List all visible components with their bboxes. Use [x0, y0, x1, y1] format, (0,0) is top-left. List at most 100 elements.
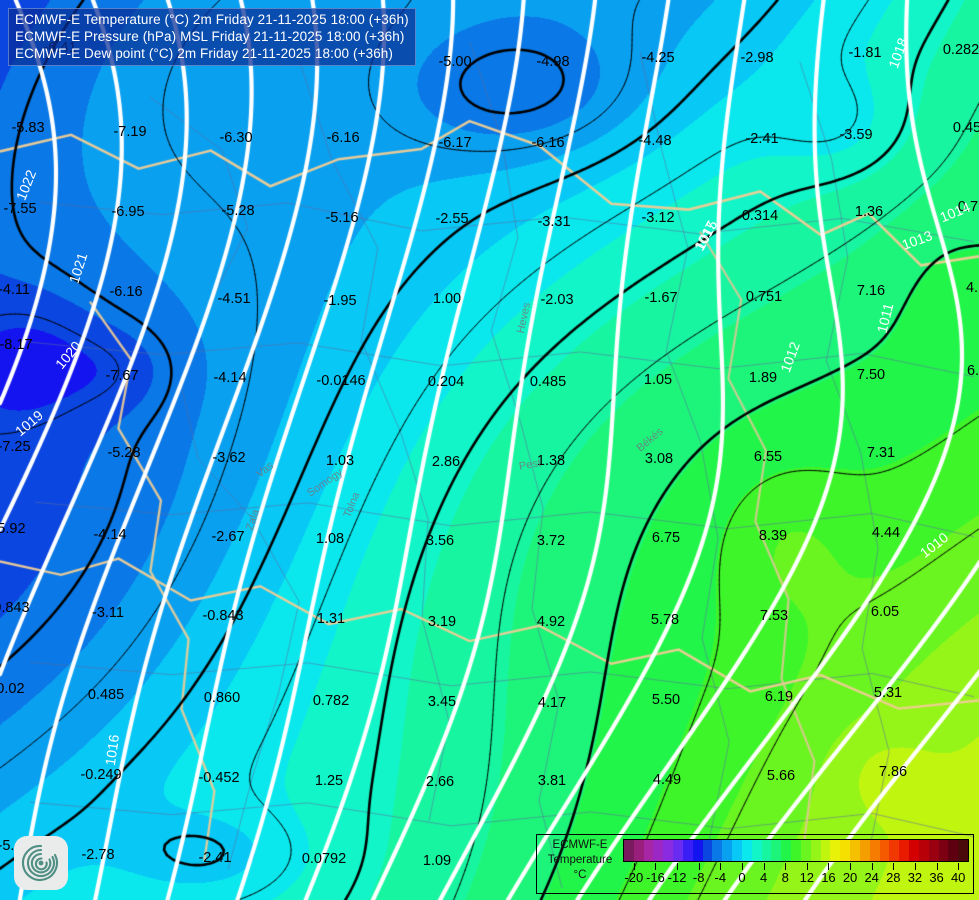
dewpoint-value-label: -3.62: [212, 450, 246, 466]
colorbar-tick-label--4: -4: [714, 870, 727, 885]
title-line-temperature: ECMWF-E Temperature (°C) 2m Friday 21-11…: [15, 12, 409, 27]
colorbar-swatch-24: [859, 840, 870, 861]
colorbar-swatch-29: [909, 840, 919, 861]
dewpoint-value-label: -6.30: [219, 130, 253, 146]
dewpoint-value-label: -2.41: [745, 131, 779, 147]
colorbar-swatch-20: [820, 840, 831, 861]
dewpoint-value-label: 0.7: [957, 199, 979, 215]
dewpoint-value-label: 0.204: [427, 374, 465, 390]
colorbar-swatch-28: [899, 840, 910, 861]
dewpoint-value-label: 0.485: [529, 374, 567, 390]
colorbar-swatch-22: [840, 840, 851, 861]
dewpoint-value-label: -4.51: [217, 291, 251, 307]
dewpoint-value-label: 0.485: [87, 687, 125, 703]
colorbar-swatch-33: [948, 840, 959, 861]
temperature-legend[interactable]: ECMWF-E Temperature °C -20 -16 -12 -8 -4 0 4 8 1…: [536, 834, 974, 894]
dewpoint-value-label: -5.00: [438, 54, 472, 70]
dewpoint-value-label: -5.28: [107, 445, 141, 461]
dewpoint-value-label: 0.860: [203, 690, 241, 706]
cyclone-logo-center: [38, 860, 44, 866]
dewpoint-value-label: -1.95: [323, 293, 357, 309]
dewpoint-value-label: 1.09: [422, 853, 452, 869]
dewpoint-value-label: 1.31: [316, 611, 346, 627]
dewpoint-value-label: 5.78: [650, 612, 680, 628]
dewpoint-value-label: -4.48: [638, 133, 672, 149]
colorbar-tick-label-32: 32: [907, 870, 923, 885]
dewpoint-value-label: 3.56: [425, 533, 455, 549]
dewpoint-value-label: 6.55: [753, 449, 783, 465]
colorbar-tick-label-12: 12: [799, 870, 815, 885]
colorbar-swatch-11: [732, 840, 742, 861]
colorbar[interactable]: [623, 839, 969, 862]
colorbar-tick-12: [806, 863, 808, 870]
dewpoint-value-label: 1.36: [854, 204, 884, 220]
colorbar-wrap: -20 -16 -12 -8 -4 0 4 8 12 16 20 24 28 32 36 40: [623, 839, 969, 891]
colorbar-tick-label--12: -12: [667, 870, 687, 885]
map-title-box: ECMWF-E Temperature (°C) 2m Friday 21-11…: [8, 8, 416, 66]
colorbar-tick-label-40: 40: [950, 870, 966, 885]
dewpoint-value-label: -4.14: [213, 370, 247, 386]
dewpoint-value-label: 1.25: [314, 773, 344, 789]
dewpoint-value-label: -1.81: [848, 45, 882, 61]
dewpoint-value-label: 0.782: [312, 693, 350, 709]
cyclone-logo[interactable]: [14, 836, 68, 890]
legend-caption-line-2: Temperature: [547, 854, 613, 866]
colorbar-swatch-9: [712, 840, 723, 861]
colorbar-tick-label-24: 24: [864, 870, 879, 885]
colorbar-swatch-17: [791, 840, 801, 861]
colorbar-swatch-14: [761, 840, 772, 861]
colorbar-tick-20: [850, 863, 852, 870]
colorbar-tick-label-28: 28: [886, 870, 901, 885]
dewpoint-value-label: -5.92: [0, 521, 26, 537]
dewpoint-value-label: -2.98: [740, 50, 774, 66]
dewpoint-value-label: -7.55: [3, 201, 37, 217]
colorbar-swatch-16: [781, 840, 792, 861]
dewpoint-value-label: 7.31: [866, 445, 896, 461]
dewpoint-value-label: 1.08: [315, 531, 345, 547]
dewpoint-value-label: 7.50: [856, 367, 886, 383]
colorbar-swatch-3: [653, 840, 664, 861]
dewpoint-value-label: 4.17: [537, 695, 567, 711]
dewpoint-value-label: -6.16: [326, 130, 360, 146]
dewpoint-value-label: 2.66: [425, 774, 455, 790]
dewpoint-value-label: 1.38: [536, 453, 566, 469]
dewpoint-value-label: -0.249: [80, 767, 122, 783]
dewpoint-value-label: 5.50: [651, 692, 681, 708]
dewpoint-value-label: 8.39: [758, 528, 788, 544]
colorbar-swatch-13: [751, 840, 762, 861]
colorbar-swatch-2: [643, 840, 654, 861]
dewpoint-value-label: 0.314: [741, 208, 779, 224]
dewpoint-value-label: -0.843: [202, 608, 244, 624]
dewpoint-value-label: 1.03: [325, 453, 355, 469]
colorbar-tick-32: [914, 863, 916, 870]
dewpoint-value-label: -6.16: [109, 284, 143, 300]
dewpoint-value-label: 3.08: [644, 451, 674, 467]
colorbar-swatch-5: [673, 840, 683, 861]
dewpoint-value-label: 4.: [965, 280, 979, 296]
colorbar-swatch-7: [692, 840, 703, 861]
dewpoint-value-label: 3.45: [427, 694, 457, 710]
dewpoint-value-label: -3.12: [641, 210, 675, 226]
colorbar-tick-label--8: -8: [692, 870, 705, 885]
dewpoint-value-label: 1.05: [643, 372, 673, 388]
colorbar-swatch-4: [663, 840, 674, 861]
dewpoint-value-label: -4.11: [0, 282, 30, 298]
dewpoint-value-label: -2.41: [198, 850, 232, 866]
dewpoint-value-label: 5.66: [766, 768, 796, 784]
dewpoint-value-label: 3.72: [536, 533, 566, 549]
dewpoint-value-label: 0.45: [952, 120, 979, 136]
colorbar-tick-40: [958, 863, 960, 870]
colorbar-tick-label-16: 16: [821, 870, 836, 885]
colorbar-swatch-34: [958, 840, 968, 861]
dewpoint-value-label: -3.59: [839, 127, 873, 143]
legend-caption-line-3: °C: [573, 869, 587, 881]
dewpoint-value-label: 3.19: [427, 614, 457, 630]
dewpoint-value-label: -1.67: [644, 290, 678, 306]
colorbar-swatch-27: [889, 840, 900, 861]
dewpoint-value-label: 4.49: [652, 772, 682, 788]
dewpoint-value-label: -0.452: [198, 770, 240, 786]
dewpoint-value-label: -0.843: [0, 600, 30, 616]
colorbar-tick-24: [871, 863, 873, 870]
